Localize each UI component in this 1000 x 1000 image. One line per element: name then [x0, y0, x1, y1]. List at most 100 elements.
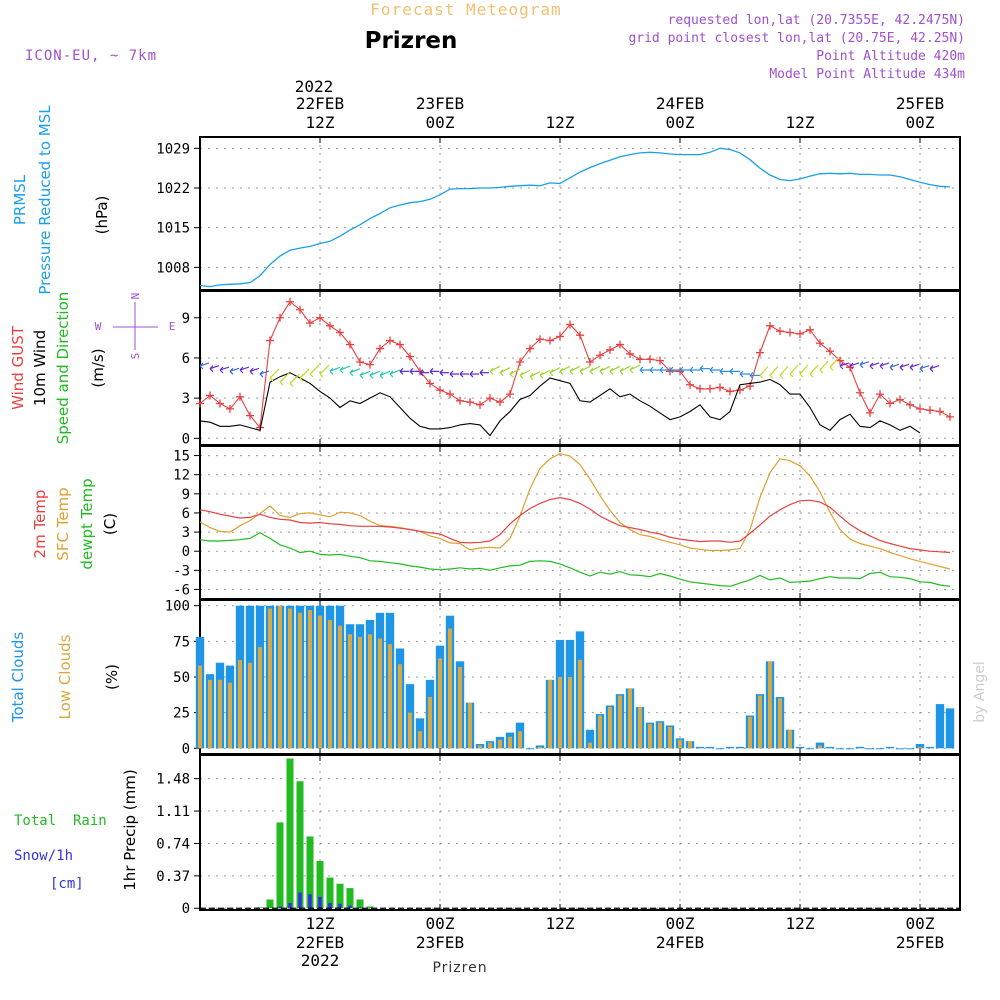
top-year-label: 2022 — [295, 77, 334, 96]
low-cloud-bar — [568, 677, 572, 749]
wind-barb-head — [289, 379, 294, 387]
wind-barb-head — [479, 369, 484, 377]
total-cloud-bar — [825, 746, 835, 749]
wind-barb-head — [809, 370, 814, 378]
wind-barb-head — [709, 366, 714, 374]
snow-bar — [288, 902, 292, 909]
gust-point — [806, 325, 814, 334]
wind-barb — [839, 362, 850, 367]
gust-point — [706, 384, 714, 393]
wind-barb-head — [389, 370, 394, 378]
gust-point — [246, 411, 254, 420]
location-title: Prizren — [365, 28, 458, 54]
gust-point — [326, 321, 334, 330]
low-cloud-bar — [308, 609, 312, 749]
total-cloud-bar — [925, 746, 935, 749]
total-cloud-bar — [935, 704, 945, 749]
wind-barb-head — [239, 366, 244, 374]
wind-barb-head — [299, 374, 304, 382]
wind-barb-head — [439, 369, 444, 377]
gust-point — [766, 321, 774, 330]
gust-point — [296, 305, 304, 314]
gust-point — [516, 357, 524, 366]
gust-point — [866, 408, 874, 417]
wind-barb — [849, 362, 860, 367]
gust-point — [576, 331, 584, 340]
gridpoint-coords: grid point closest lon,lat (20.75E, 42.2… — [628, 31, 965, 46]
low-cloud-bar — [548, 679, 552, 749]
total-cloud-bar — [725, 746, 735, 749]
y-tick-label: 100 — [165, 599, 190, 615]
gust-point — [266, 336, 274, 345]
prmsl-label: PRMSL — [11, 174, 29, 225]
gust-point — [546, 336, 554, 345]
low-cloud-bar — [588, 742, 592, 749]
low-cloud-bar — [768, 661, 772, 749]
gust-point — [826, 347, 834, 356]
wind-barb — [219, 366, 230, 371]
snow-bar — [278, 906, 282, 909]
wind-barb-head — [549, 369, 554, 377]
gust-point — [636, 355, 644, 364]
gust-point — [366, 360, 374, 369]
low-cloud-bar — [268, 608, 272, 749]
top-hour-label: 00Z — [906, 113, 935, 132]
gust-point — [716, 383, 724, 392]
bottom-hour-label: 00Z — [426, 914, 455, 933]
gust-point — [626, 349, 634, 358]
gust-point — [196, 399, 204, 408]
low-cloud-bar — [678, 739, 682, 749]
wind-barb-head — [219, 366, 224, 374]
low-cloud-bar — [348, 634, 352, 749]
gust-point — [856, 388, 864, 397]
wind-barb — [929, 365, 940, 370]
requested-coords: requested lon,lat (20.7355E, 42.2475N) — [668, 13, 965, 28]
snow-unit: [cm] — [50, 876, 84, 892]
gust-point — [696, 384, 704, 393]
dewpoint-line — [199, 532, 951, 587]
gust-point — [676, 367, 684, 376]
wind-barb-head — [309, 370, 314, 378]
temp-unit: (C) — [101, 513, 119, 535]
gust-point — [236, 392, 244, 401]
low-cloud-bar — [668, 726, 672, 749]
total-cloud-bar — [835, 748, 845, 750]
t2m-label: 2m Temp — [31, 490, 49, 559]
low-cloud-bar — [408, 712, 412, 749]
rain-bar — [336, 883, 344, 909]
y-tick-label: 3 — [182, 391, 190, 407]
y-tick-label: 0 — [182, 431, 190, 447]
wind-barb-head — [469, 370, 474, 378]
panel-wind: 0 3 6 9 — [182, 290, 961, 447]
wind-barb-head — [669, 366, 674, 374]
wind-barb-head — [889, 363, 894, 371]
rain-bar — [346, 888, 354, 909]
compass-e: E — [169, 320, 176, 333]
gust-point — [446, 390, 454, 399]
rain-bar — [316, 860, 324, 909]
top-hour-label: 00Z — [426, 113, 455, 132]
wind-unit: (m/s) — [89, 348, 107, 387]
compass-rose: N S W E — [95, 293, 176, 360]
compass-s: S — [129, 353, 142, 360]
y-tick-label: 50 — [173, 670, 190, 686]
total-cloud-bar — [795, 746, 805, 749]
top-hour-label: 12Z — [546, 113, 575, 132]
wind-barb-head — [319, 370, 324, 378]
gust-point — [736, 386, 744, 395]
gust-point — [496, 398, 504, 407]
low-cloud-bar — [238, 659, 242, 749]
gust-point — [646, 355, 654, 364]
wind-barb — [899, 363, 910, 368]
total-cloud-bar — [945, 708, 955, 749]
wind-barb-head — [519, 371, 524, 379]
gust-point — [896, 395, 904, 404]
wind-barb-head — [829, 363, 834, 371]
y-tick-label: 1022 — [156, 181, 190, 197]
low-cloud-bar — [448, 628, 452, 749]
low-cloud-bar — [388, 644, 392, 749]
dew-label: dewpt Temp — [78, 478, 96, 569]
gust-point — [376, 344, 384, 353]
t2m-line — [199, 496, 951, 554]
